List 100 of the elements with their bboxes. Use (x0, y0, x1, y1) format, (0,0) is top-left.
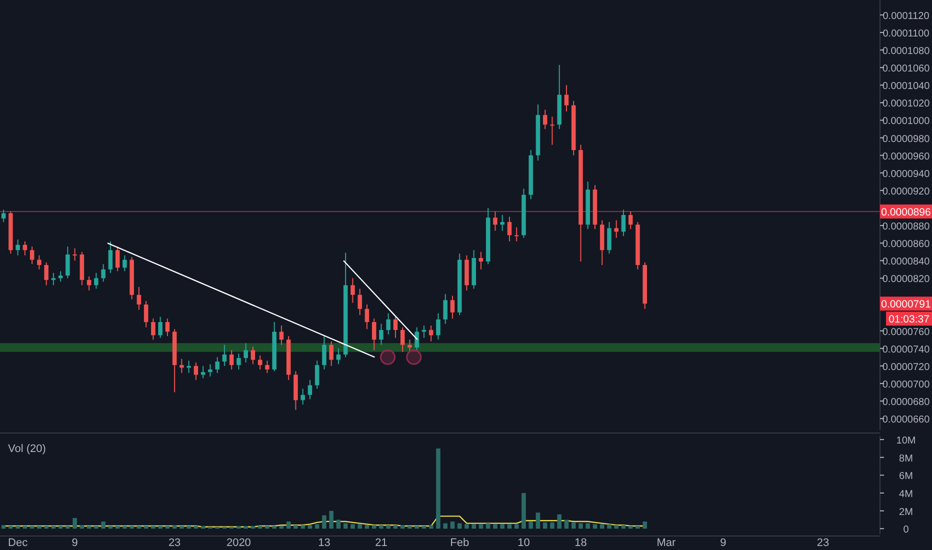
candlestick (450, 295, 455, 320)
candlestick (400, 326, 405, 352)
y-tick-label: 0.0001080 (882, 46, 930, 58)
y-tick-label: 0.0000880 (882, 222, 930, 233)
bar (1, 525, 6, 529)
y-tick-label: 10M (896, 436, 916, 447)
candlestick (136, 286, 142, 310)
x-tick-label: Dec (8, 537, 28, 549)
candlestick (393, 316, 398, 338)
bar (158, 526, 162, 529)
bar (493, 524, 498, 529)
candlestick (94, 272, 98, 290)
bar (80, 525, 84, 529)
candlestick (621, 209, 626, 237)
x-tick-label: Feb (450, 537, 470, 549)
bar (428, 525, 434, 529)
candlestick (478, 251, 484, 270)
candlestick (44, 262, 48, 286)
text: Vol (20) (8, 443, 46, 455)
candlestick (322, 336, 326, 370)
bar (364, 525, 370, 529)
candlestick (386, 312, 390, 335)
x-tick-label: 23 (168, 537, 181, 549)
candlestick (250, 346, 256, 365)
bar (450, 522, 455, 529)
y-tick-label: 0.0000700 (882, 379, 930, 390)
bar (272, 526, 276, 529)
y-tick-label: 8M (899, 453, 913, 464)
y-tick-label: 0.0001060 (882, 64, 930, 75)
bar (607, 524, 612, 529)
candlestick (493, 210, 498, 232)
candlestick (115, 246, 120, 272)
bar (322, 515, 326, 529)
bar (8, 526, 13, 529)
bar (151, 526, 156, 529)
bar (642, 522, 647, 529)
candlestick (500, 214, 504, 232)
candlestick (436, 312, 440, 340)
bar (314, 524, 320, 529)
bar (358, 524, 362, 529)
y-tick-label: 0.0000940 (882, 168, 930, 180)
bar (101, 522, 106, 529)
candlestick (215, 356, 220, 374)
candlestick (358, 288, 362, 316)
bar (329, 510, 334, 529)
bar (550, 522, 554, 529)
bar (94, 526, 98, 529)
bar (372, 525, 376, 529)
line-series (2, 516, 646, 528)
candlestick (279, 325, 284, 346)
candlestick (329, 340, 334, 366)
bar (564, 520, 569, 529)
bar (379, 525, 384, 529)
y-tick-label: 2M (899, 506, 913, 518)
y-tick-label: 6M (899, 471, 913, 482)
candlestick (165, 318, 170, 337)
bar (37, 526, 42, 529)
bar (236, 526, 241, 529)
bar (386, 525, 390, 529)
candlestick (158, 316, 162, 338)
bar (528, 522, 533, 529)
y-tick-label: 0.0000740 (882, 344, 930, 356)
bar (286, 522, 291, 529)
bar (586, 523, 590, 529)
bar (400, 525, 405, 529)
bar (130, 526, 134, 529)
candlestick (244, 342, 248, 363)
bar (180, 526, 184, 529)
bar (66, 526, 70, 529)
candlestick (372, 318, 376, 351)
x-tick-label: 13 (318, 537, 330, 549)
bar (294, 525, 298, 529)
bar (172, 525, 177, 529)
candlestick (208, 364, 212, 377)
candlestick (314, 360, 320, 390)
x-tick-label: 21 (375, 537, 388, 549)
candlestick (66, 246, 70, 279)
candlestick (414, 326, 419, 351)
candlestick (364, 304, 370, 330)
bar (478, 524, 484, 529)
bar (300, 525, 305, 529)
text: 0.0000791 (881, 298, 931, 311)
y-tick-label: 0 (903, 524, 910, 536)
text: 01:03:37 (888, 314, 930, 326)
candlestick (507, 216, 512, 242)
y-tick-label: 0.0000860 (882, 239, 930, 250)
bar (16, 526, 20, 529)
y-tick-label: 0.0001120 (882, 10, 930, 22)
candlestick (30, 246, 34, 265)
candlestick (51, 272, 56, 286)
bar (350, 524, 355, 529)
candlestick (180, 358, 184, 374)
bar (122, 526, 127, 529)
bar (265, 526, 270, 529)
y-tick-label: 0.0000820 (882, 274, 930, 286)
bar (464, 524, 469, 529)
bar (614, 525, 618, 529)
candlestick (550, 116, 554, 146)
bar (336, 520, 341, 529)
bar (436, 448, 440, 529)
